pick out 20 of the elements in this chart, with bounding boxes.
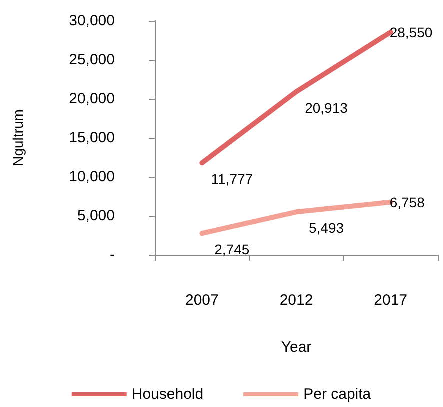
y-axis-title: Ngultrum (10, 110, 26, 166)
x-tick-label: 2007 (185, 292, 219, 309)
y-tick-label: 15,000 (69, 130, 115, 146)
data-label: 20,913 (305, 100, 348, 116)
data-label: 28,550 (390, 24, 433, 40)
x-axis-title: Year (281, 339, 312, 356)
data-label: 6,758 (390, 194, 426, 210)
x-tick-label: 2012 (280, 292, 314, 309)
y-tick-label: 25,000 (69, 52, 115, 68)
y-tick-label: 10,000 (69, 168, 115, 186)
y-tick-label: - (110, 246, 115, 264)
x-tick-label: 2017 (374, 292, 408, 309)
y-tick-label: 20,000 (69, 90, 115, 108)
data-label: 5,493 (308, 220, 344, 236)
data-label: 11,777 (211, 171, 254, 188)
data-label: 2,745 (214, 242, 250, 258)
y-tick-label: 30,000 (69, 12, 115, 30)
legend-label: Per capita (304, 386, 372, 403)
legend-label: Household (132, 386, 204, 403)
y-tick-label: 5,000 (77, 208, 115, 224)
